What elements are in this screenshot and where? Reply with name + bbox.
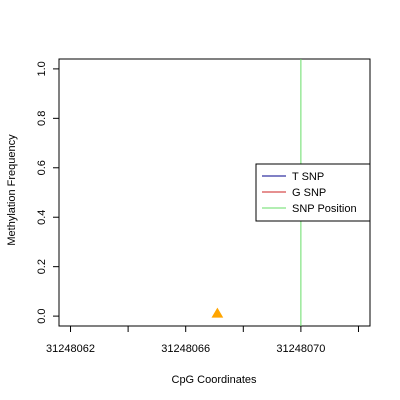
y-tick-label: 0.4 — [36, 210, 48, 225]
legend-label: G SNP — [292, 187, 326, 199]
x-tick-label: 31248066 — [161, 343, 210, 355]
y-tick-label: 0.8 — [36, 111, 48, 126]
y-tick-label: 1.0 — [36, 61, 48, 76]
legend-label: SNP Position — [292, 203, 357, 215]
x-tick-label: 31248070 — [276, 343, 325, 355]
data-point-triangle — [211, 307, 224, 318]
y-tick-label: 0.2 — [36, 259, 48, 274]
y-tick-label: 0.6 — [36, 160, 48, 175]
x-tick-label: 31248062 — [46, 343, 95, 355]
legend-label: T SNP — [292, 171, 324, 183]
x-axis-title: CpG Coordinates — [172, 374, 257, 386]
y-axis-title: Methylation Frequency — [6, 134, 18, 246]
y-tick-label: 0.0 — [36, 308, 48, 323]
